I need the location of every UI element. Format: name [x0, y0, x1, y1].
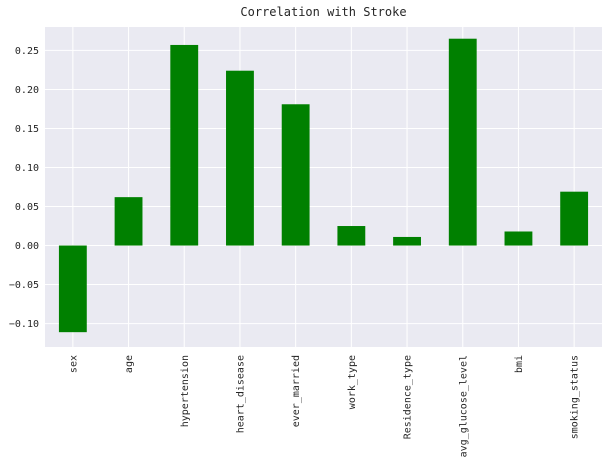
x-tick-label: ever_married [291, 355, 302, 427]
x-tick-label: bmi [514, 355, 525, 373]
bar-sex [58, 245, 87, 333]
x-tick-label: heart_disease [235, 355, 246, 433]
y-tick-label: 0.00 [15, 241, 39, 252]
x-tick-label: Residence_type [403, 355, 414, 439]
bar-heart-disease [226, 70, 254, 246]
x-tick-label: age [124, 355, 135, 373]
y-tick-label: 0.20 [15, 85, 39, 96]
bar-ever-married [281, 104, 310, 246]
bar-bmi [504, 231, 533, 246]
bar-avg-glucose-level [448, 38, 477, 246]
y-tick-label: −0.10 [9, 319, 39, 330]
bar-age [114, 197, 143, 246]
bar-work-type [337, 226, 366, 246]
x-tick-label: hypertension [180, 355, 191, 427]
x-tick-label: work_type [347, 355, 358, 409]
x-axis-tick-labels: sex age hypertension heart_disease ever_marr… [68, 355, 580, 457]
y-tick-label: 0.05 [15, 202, 39, 213]
x-tick-label: sex [68, 355, 79, 373]
bars [58, 38, 589, 333]
x-tick-label: smoking_status [570, 355, 581, 439]
bar-hypertension [170, 44, 199, 246]
chart-title: Correlation with Stroke [240, 5, 406, 19]
y-tick-label: −0.05 [9, 280, 39, 291]
bar-smoking-status [560, 191, 589, 246]
plot-area [45, 27, 602, 347]
y-axis-tick-labels: −0.10 −0.05 0.00 0.05 0.10 0.15 0.20 0.25 [9, 46, 39, 330]
x-tick-label: avg_glucose_level [458, 355, 469, 457]
y-tick-label: 0.15 [15, 124, 39, 135]
bar-residence-type [393, 236, 421, 246]
y-tick-label: 0.10 [15, 163, 39, 174]
y-tick-label: 0.25 [15, 46, 39, 57]
